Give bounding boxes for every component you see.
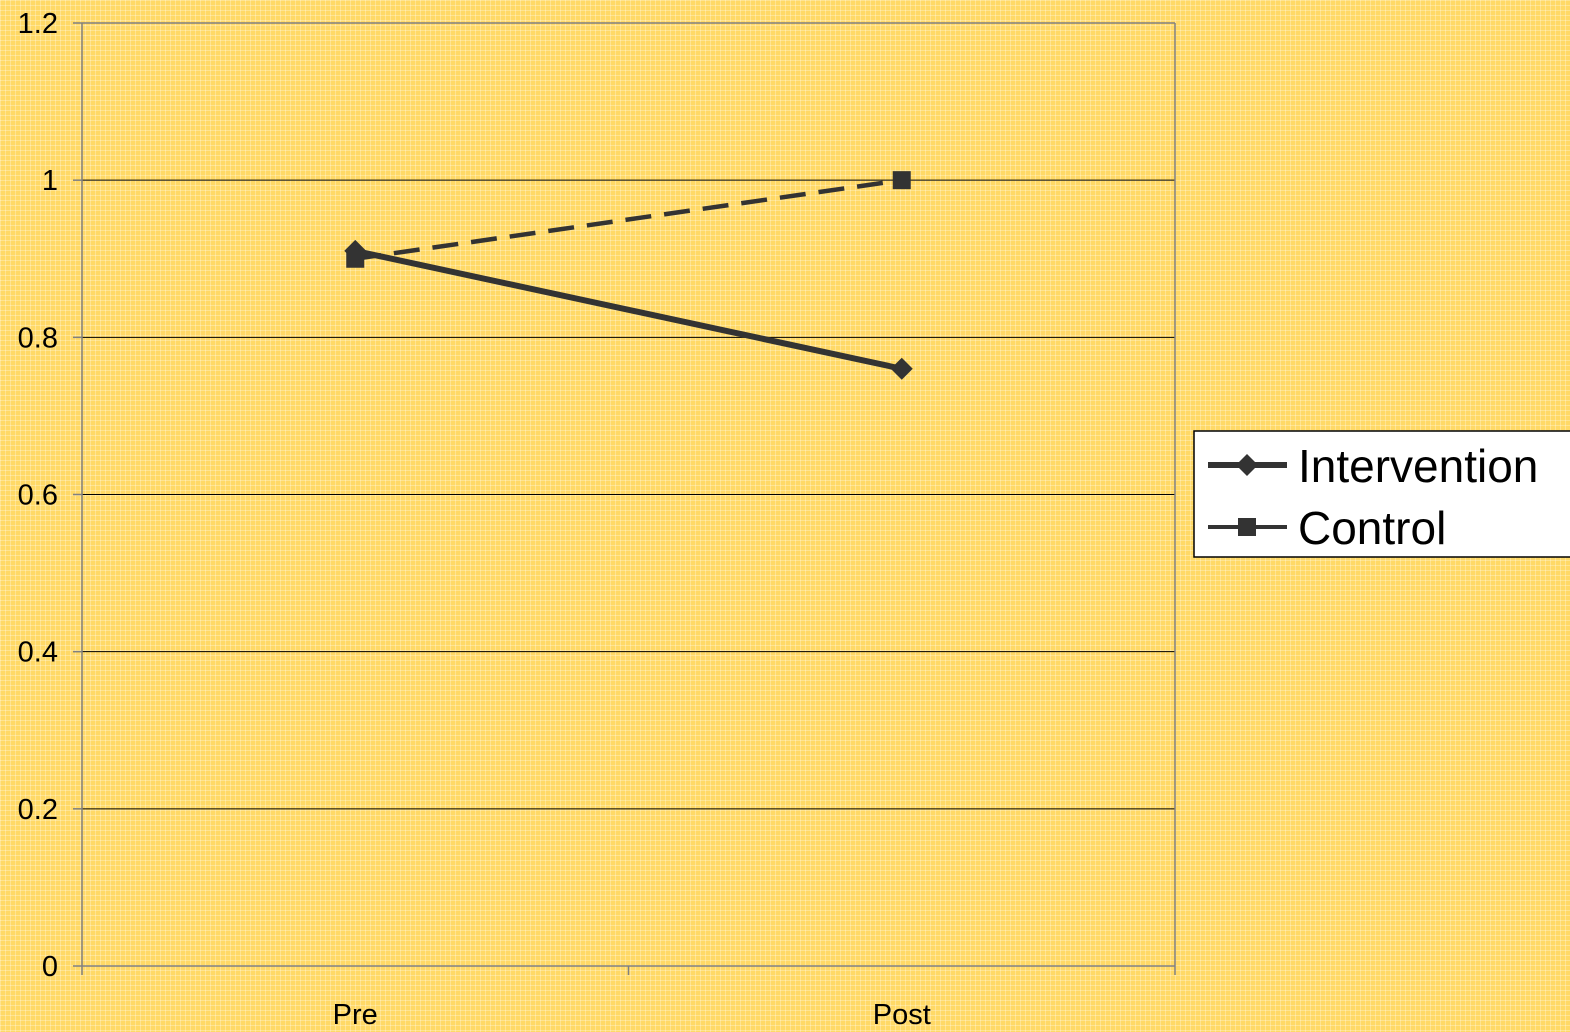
y-tick-label: 0.2	[18, 794, 58, 826]
series-layer	[344, 171, 913, 380]
tick-labels: 0 0.2 0.4 0.6 0.8 1 1.2 Pre Post	[18, 8, 931, 1031]
y-tick-label: 0.8	[18, 322, 58, 354]
gridlines	[82, 23, 1175, 809]
y-tick-label: 0.4	[18, 637, 58, 669]
x-tick-label: Pre	[333, 999, 378, 1031]
x-tick-label: Post	[873, 999, 931, 1031]
legend-label-intervention: Intervention	[1298, 440, 1538, 492]
axes	[73, 23, 1175, 975]
y-tick-label: 0	[42, 951, 58, 983]
data-point-intervention	[891, 358, 913, 380]
legend-label-control: Control	[1298, 502, 1446, 554]
series-line-control	[355, 180, 902, 259]
legend: Intervention Control	[1194, 431, 1570, 557]
y-tick-label: 1.2	[18, 8, 58, 40]
y-tick-label: 1	[42, 165, 58, 197]
series-line-intervention	[355, 251, 902, 369]
legend-marker-control	[1238, 518, 1256, 536]
data-point-control	[893, 171, 911, 189]
y-tick-label: 0.6	[18, 480, 58, 512]
